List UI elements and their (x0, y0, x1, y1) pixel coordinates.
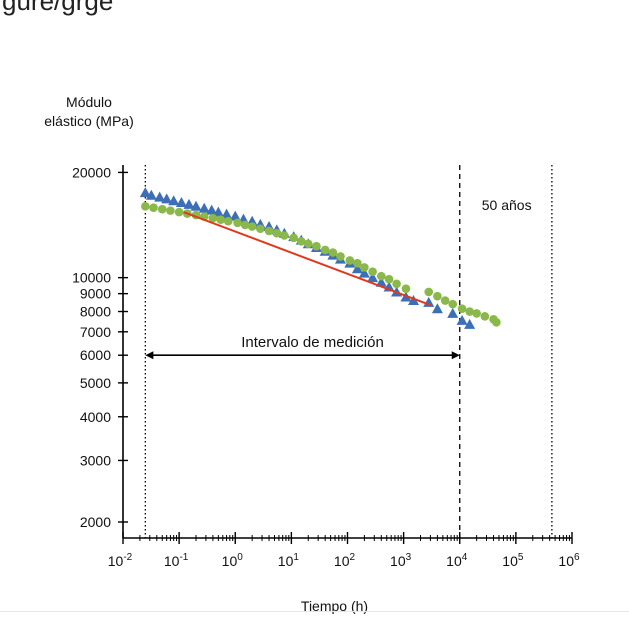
x-tick-label: 103 (390, 552, 412, 569)
circle-point (223, 216, 233, 226)
triangle-point (175, 197, 187, 208)
circle-point (336, 252, 345, 261)
circle-point (376, 271, 386, 281)
circle-point (256, 224, 265, 234)
triangle-point (367, 272, 379, 283)
circle-point (303, 239, 313, 249)
y-tick-label: 20000 (72, 164, 111, 180)
x-tick-label: 102 (334, 552, 356, 569)
circle-point (465, 307, 474, 316)
circle-point (424, 287, 434, 297)
circle-point (320, 245, 330, 255)
x-tick-label: 104 (446, 552, 468, 569)
triangle-point (456, 314, 468, 325)
interval-arrowhead-left (145, 351, 154, 360)
y-tick-label: 3000 (80, 452, 111, 468)
triangle-point (246, 215, 258, 226)
fifty-years-label: 50 años (482, 197, 532, 213)
x-tick-label: 100 (222, 552, 244, 569)
circle-point (384, 274, 394, 284)
y-axis-label-line1: Módulo (66, 94, 112, 110)
circle-point (264, 226, 274, 236)
triangle-point (464, 318, 476, 329)
triangle-point (168, 195, 180, 206)
triangle-point (161, 193, 173, 204)
triangle-point (154, 191, 166, 202)
circle-point (157, 204, 167, 214)
y-tick-label: 2000 (80, 514, 111, 530)
interval-arrowhead-right (451, 351, 460, 360)
circle-point (392, 279, 401, 289)
triangle-point (190, 200, 202, 211)
triangle-point (212, 206, 224, 217)
y-axis-label: Módulo elástico (MPa) (34, 93, 144, 131)
circle-point (174, 207, 184, 217)
partial-figure-title: gure/grge (2, 0, 114, 16)
circle-point (312, 241, 321, 251)
triangle-point (198, 202, 210, 213)
circle-point (208, 213, 218, 223)
y-tick-label: 8000 (80, 304, 111, 320)
y-tick-label: 4000 (80, 409, 111, 425)
triangle-point (183, 198, 195, 209)
circle-point (296, 237, 306, 246)
x-axis-label: Tiempo (h) (300, 598, 369, 614)
circle-point (448, 299, 458, 309)
circle-point (280, 231, 289, 240)
circle-point (149, 203, 158, 213)
circle-point (345, 256, 355, 265)
circle-point (360, 263, 369, 272)
triangle-point (431, 303, 443, 314)
circle-point (216, 215, 225, 224)
triangle-point (229, 210, 241, 221)
circle-point (247, 222, 257, 231)
circle-point (480, 312, 490, 321)
circle-point (328, 248, 338, 257)
triangle-point (206, 204, 218, 215)
triangle-point (145, 189, 157, 200)
x-tick-label: 105 (502, 552, 524, 569)
y-tick-label: 10000 (72, 270, 111, 286)
circle-point (141, 201, 150, 211)
y-tick-label: 6000 (80, 347, 111, 363)
circle-point (472, 309, 481, 318)
y-tick-label: 9000 (80, 286, 111, 302)
interval-label: Intervalo de medición (241, 334, 384, 351)
x-tick-label: 10-1 (164, 552, 189, 569)
triangle-point (358, 267, 370, 278)
fit-line (183, 211, 431, 306)
circle-point (401, 284, 411, 293)
circle-point (233, 218, 242, 228)
circle-point (166, 206, 175, 215)
x-tick-label: 106 (558, 552, 580, 569)
circle-point (433, 291, 442, 301)
circle-point (440, 296, 450, 305)
y-tick-label: 7000 (80, 324, 111, 340)
triangle-point (375, 276, 387, 287)
circle-point (272, 228, 282, 238)
circle-point (240, 220, 250, 230)
circle-point (289, 233, 298, 243)
triangle-point (447, 307, 459, 318)
circle-point (353, 258, 362, 268)
triangle-point (408, 295, 420, 306)
triangle-point (139, 187, 151, 198)
x-tick-label: 101 (278, 552, 300, 569)
x-tick-label: 10-2 (108, 552, 133, 569)
circle-point (368, 267, 377, 276)
y-axis-label-line2: elástico (MPa) (44, 113, 134, 129)
circle-point (492, 318, 501, 327)
y-tick-label: 5000 (80, 375, 111, 391)
bottom-divider (0, 611, 629, 612)
triangle-point (221, 208, 233, 219)
triangle-point (351, 263, 363, 274)
circle-point (457, 304, 467, 314)
